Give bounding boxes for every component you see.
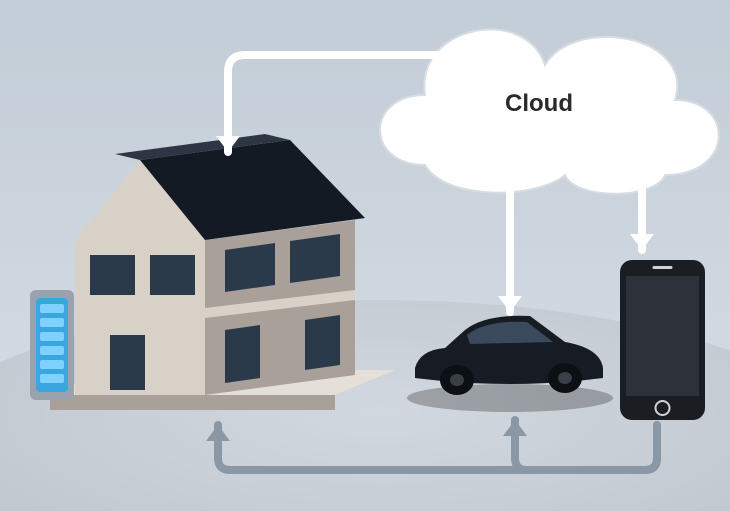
- iot-diagram: Cloud: [0, 0, 730, 511]
- diagram-canvas: [0, 0, 730, 511]
- battery-icon: [30, 290, 74, 400]
- phone-icon: [620, 260, 705, 420]
- cloud-label: Cloud: [505, 90, 573, 118]
